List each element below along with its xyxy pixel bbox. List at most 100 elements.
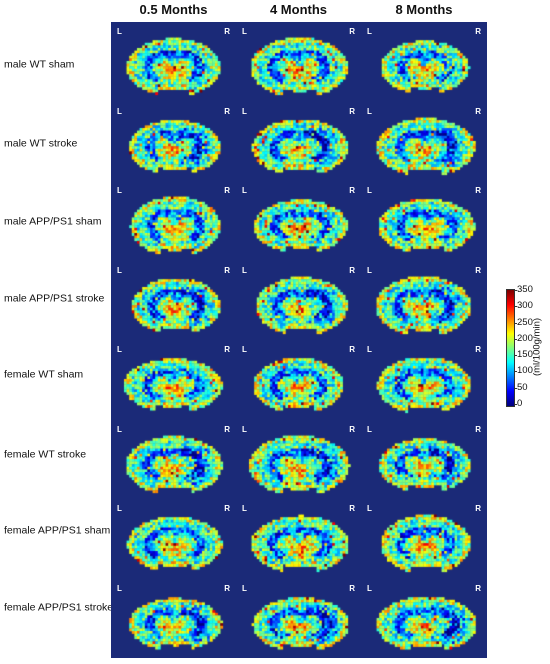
perfusion-map — [111, 499, 236, 579]
perfusion-map — [236, 181, 361, 261]
left-hemisphere-label: L — [117, 107, 122, 116]
left-hemisphere-label: L — [242, 266, 247, 275]
left-hemisphere-label: L — [242, 425, 247, 434]
row-label-1: male WT stroke — [4, 137, 78, 150]
perfusion-map — [111, 22, 236, 102]
colorbar-tick-label: 300 — [517, 300, 533, 312]
perfusion-map — [236, 420, 361, 500]
colorbar-tickmark — [514, 355, 517, 357]
row-label-0: male WT sham — [4, 58, 75, 71]
left-hemisphere-label: L — [242, 504, 247, 513]
row-label-5: female WT stroke — [4, 448, 87, 461]
left-hemisphere-label: L — [367, 107, 372, 116]
perfusion-map — [236, 261, 361, 341]
right-hemisphere-label: R — [349, 186, 355, 195]
perfusion-map — [111, 579, 236, 659]
left-hemisphere-label: L — [242, 584, 247, 593]
right-hemisphere-label: R — [349, 107, 355, 116]
left-hemisphere-label: L — [367, 345, 372, 354]
left-hemisphere-label: L — [242, 27, 247, 36]
left-hemisphere-label: L — [242, 345, 247, 354]
right-hemisphere-label: R — [475, 584, 481, 593]
left-hemisphere-label: L — [367, 504, 372, 513]
right-hemisphere-label: R — [224, 266, 230, 275]
left-hemisphere-label: L — [117, 584, 122, 593]
right-hemisphere-label: R — [349, 584, 355, 593]
right-hemisphere-label: R — [349, 504, 355, 513]
right-hemisphere-label: R — [475, 345, 481, 354]
perfusion-map — [236, 499, 361, 579]
perfusion-map — [361, 181, 487, 261]
perfusion-map — [236, 340, 361, 420]
perfusion-map — [111, 102, 236, 182]
left-hemisphere-label: L — [117, 27, 122, 36]
colorbar-tick-label: 50 — [517, 381, 528, 393]
colorbar-tick-label: 100 — [517, 365, 533, 377]
left-hemisphere-label: L — [367, 584, 372, 593]
row-label-4: female WT sham — [4, 368, 84, 381]
perfusion-map — [361, 579, 487, 659]
right-hemisphere-label: R — [475, 266, 481, 275]
perfusion-map — [361, 102, 487, 182]
left-hemisphere-label: L — [367, 266, 372, 275]
colorbar-tickmark — [514, 322, 517, 324]
perfusion-map — [361, 340, 487, 420]
left-hemisphere-label: L — [117, 504, 122, 513]
right-hemisphere-label: R — [475, 504, 481, 513]
right-hemisphere-label: R — [224, 345, 230, 354]
right-hemisphere-label: R — [224, 27, 230, 36]
row-label-2: male APP/PS1 sham — [4, 215, 102, 228]
left-hemisphere-label: L — [117, 186, 122, 195]
left-hemisphere-label: L — [367, 425, 372, 434]
perfusion-map — [111, 181, 236, 261]
left-hemisphere-label: L — [117, 345, 122, 354]
right-hemisphere-label: R — [349, 27, 355, 36]
colorbar-tick-label: 250 — [517, 316, 533, 328]
perfusion-map — [361, 22, 487, 102]
colorbar-tick-label: 150 — [517, 349, 533, 361]
right-hemisphere-label: R — [349, 266, 355, 275]
left-hemisphere-label: L — [367, 27, 372, 36]
right-hemisphere-label: R — [224, 584, 230, 593]
row-label-7: female APP/PS1 stroke — [4, 601, 114, 614]
perfusion-map — [361, 499, 487, 579]
left-hemisphere-label: L — [117, 425, 122, 434]
column-header-0: 0.5 Months — [139, 2, 208, 17]
left-hemisphere-label: L — [242, 107, 247, 116]
column-header-1: 4 Months — [269, 2, 328, 17]
perfusion-map — [236, 102, 361, 182]
colorbar-label: (ml/100g/min) — [531, 317, 543, 377]
right-hemisphere-label: R — [475, 425, 481, 434]
left-hemisphere-label: L — [367, 186, 372, 195]
perfusion-map — [236, 22, 361, 102]
colorbar-tickmark — [514, 338, 517, 340]
right-hemisphere-label: R — [349, 345, 355, 354]
colorbar-tickmark — [514, 290, 517, 291]
right-hemisphere-label: R — [475, 107, 481, 116]
perfusion-map — [236, 579, 361, 659]
perfusion-map — [361, 261, 487, 341]
right-hemisphere-label: R — [224, 107, 230, 116]
